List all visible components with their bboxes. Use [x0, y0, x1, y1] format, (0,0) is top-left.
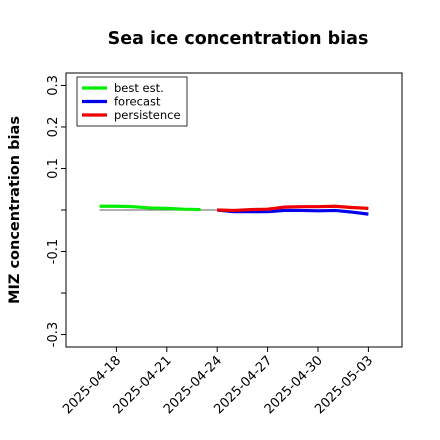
series-line: [217, 208, 369, 216]
x-axis: 2025-04-182025-04-212025-04-242025-04-27…: [60, 347, 376, 417]
series-line: [217, 204, 369, 213]
y-tick-label: 0.1: [46, 158, 61, 179]
legend-label: forecast: [114, 95, 161, 109]
legend-label: persistence: [114, 108, 181, 122]
legend-label: best est.: [114, 81, 164, 95]
y-tick-label: -0.1: [46, 239, 61, 264]
y-tick-label: 0.2: [46, 117, 61, 138]
y-tick-label: 0.3: [46, 75, 61, 96]
y-tick-label: -0.3: [46, 322, 61, 347]
y-axis: -0.3 -0.1 0.1 0.2 0.3: [46, 75, 66, 347]
chart-title: Sea ice concentration bias: [108, 29, 369, 49]
y-axis-label: MIZ concentration bias: [7, 116, 23, 304]
series-line: [99, 204, 201, 212]
series: [99, 204, 369, 216]
